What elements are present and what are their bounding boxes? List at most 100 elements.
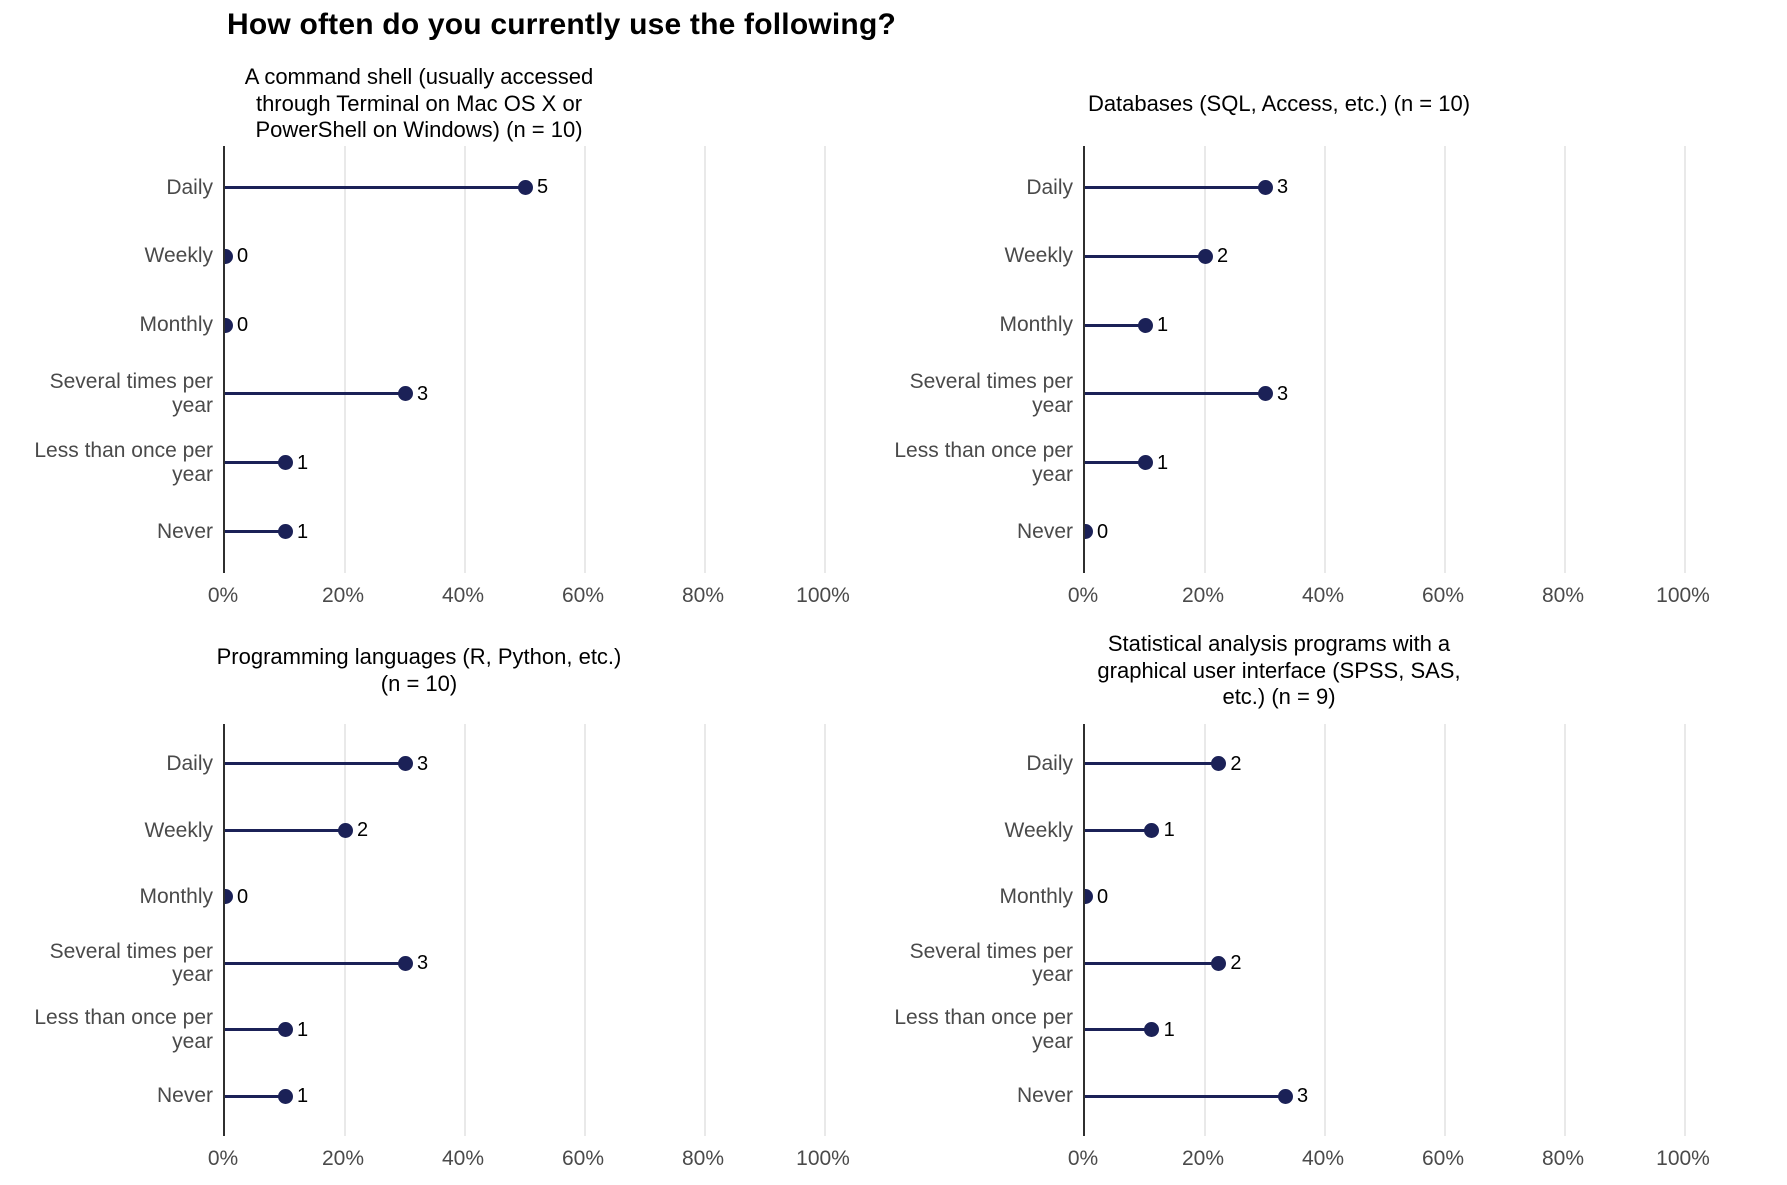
value-label: 3: [1277, 176, 1289, 199]
lollipop-dot: [517, 179, 533, 195]
value-label: 0: [1097, 885, 1109, 908]
gridline-80%: [703, 146, 707, 573]
x-tick-label: 80%: [681, 584, 725, 607]
lollipop-dot: [1144, 822, 1160, 838]
gridline-40%: [463, 146, 467, 573]
value-label: 1: [297, 1085, 309, 1108]
y-axis-label: Several times per year: [49, 370, 213, 417]
panel-title-line: etc.) (n = 9): [1222, 684, 1336, 710]
x-tick-label: 100%: [1656, 1147, 1710, 1170]
plot-area: 3 2 0 3 1 1: [223, 724, 829, 1136]
lollipop-dot: [397, 756, 413, 772]
value-label: 2: [1230, 952, 1242, 975]
y-axis-label: Several times per year: [909, 370, 1073, 417]
x-tick-label: 60%: [561, 584, 605, 607]
value-label: 1: [297, 520, 309, 543]
gridline-40%: [1323, 724, 1327, 1136]
panel-title: A command shell (usually accessed through…: [11, 62, 827, 146]
gridline-60%: [1443, 146, 1447, 573]
y-axis-label: Weekly: [1004, 244, 1073, 268]
lollipop-stem: [1085, 1028, 1152, 1032]
lollipop-stem: [1085, 1094, 1285, 1098]
x-tick-label: 80%: [1541, 584, 1585, 607]
gridline-80%: [1563, 724, 1567, 1136]
x-tick-label: 20%: [321, 584, 365, 607]
x-tick-label: 60%: [561, 1147, 605, 1170]
x-tick-label: 0%: [207, 1147, 239, 1170]
value-label: 3: [417, 382, 429, 405]
plot-area: 3 2 1 3 1 0: [1083, 146, 1689, 573]
chart-panel-3: Programming languages (R, Python, etc.)(…: [11, 618, 850, 1185]
panel-title-line: Databases (SQL, Access, etc.) (n = 10): [1087, 90, 1471, 116]
lollipop-dot: [277, 1022, 293, 1038]
lollipop-dot: [225, 317, 233, 333]
value-label: 1: [297, 1018, 309, 1041]
panel-title-line: PowerShell on Windows) (n = 10): [255, 117, 583, 143]
y-axis-label: Several times per year: [49, 939, 213, 987]
lollipop-dot: [1137, 317, 1153, 333]
lollipop-stem: [225, 392, 405, 396]
y-axis-label: Less than once per year: [34, 1006, 213, 1053]
value-label: 1: [1163, 1018, 1175, 1041]
x-tick-label: 60%: [1421, 584, 1465, 607]
x-tick-label: 60%: [1421, 1147, 1465, 1170]
lollipop-dot: [1197, 248, 1213, 264]
y-axis-labels: Daily Weekly Monthly Several times per year…: [11, 146, 213, 573]
value-label: 2: [1217, 245, 1229, 268]
panel-title: Programming languages (R, Python, etc.)(…: [11, 618, 827, 724]
y-axis-labels: Daily Weekly Monthly Several times per year…: [11, 724, 213, 1136]
lollipop-stem: [1085, 961, 1219, 965]
value-label: 3: [417, 952, 429, 975]
gridline-100%: [823, 146, 827, 573]
x-tick-label: 20%: [1181, 1147, 1225, 1170]
x-tick-label: 40%: [441, 584, 485, 607]
y-axis-label: Daily: [166, 175, 213, 199]
x-axis-ticks: 0% 20% 40% 60% 80% 100%: [1068, 583, 1710, 613]
gridline-100%: [823, 724, 827, 1136]
x-tick-label: 100%: [1656, 584, 1710, 607]
value-label: 2: [1230, 752, 1242, 775]
lollipop-stem: [225, 1028, 285, 1032]
lollipop-dot: [337, 822, 353, 838]
x-tick-label: 80%: [681, 1147, 725, 1170]
value-label: 0: [237, 245, 249, 268]
gridline-60%: [583, 146, 587, 573]
gridline-80%: [703, 724, 707, 1136]
lollipop-dot: [1257, 179, 1273, 195]
gridline-20%: [343, 146, 347, 573]
lollipop-dot: [397, 386, 413, 402]
y-axis-label: Never: [1016, 519, 1073, 543]
x-tick-label: 0%: [207, 584, 239, 607]
x-tick-label: 40%: [441, 1147, 485, 1170]
value-label: 0: [237, 314, 249, 337]
y-axis-label: Weekly: [144, 818, 213, 842]
value-label: 3: [1297, 1085, 1309, 1108]
y-axis-label: Never: [1016, 1084, 1073, 1108]
plot-area: 2 1 0 2 1 3: [1083, 724, 1689, 1136]
y-axis-labels: Daily Weekly Monthly Several times per year…: [871, 724, 1073, 1136]
lollipop-dot: [225, 889, 233, 905]
value-label: 3: [417, 752, 429, 775]
y-axis-label: Never: [156, 519, 213, 543]
x-tick-label: 0%: [1067, 1147, 1099, 1170]
lollipop-dot: [397, 955, 413, 971]
y-axis-label: Weekly: [1004, 818, 1073, 842]
lollipop-stem: [1085, 323, 1145, 327]
lollipop-stem: [225, 961, 405, 965]
x-tick-label: 40%: [1301, 1147, 1345, 1170]
gridline-100%: [1683, 724, 1687, 1136]
chart-panel-1: A command shell (usually accessed through…: [11, 62, 849, 623]
y-axis-label: Daily: [166, 752, 213, 776]
gridline-60%: [583, 724, 587, 1136]
y-axis-label: Less than once per year: [894, 1006, 1073, 1053]
gridline-100%: [1683, 146, 1687, 573]
x-axis-ticks: 0% 20% 40% 60% 80% 100%: [208, 1146, 850, 1176]
panel-title-line: graphical user interface (SPSS, SAS,: [1097, 657, 1461, 683]
y-axis-label: Less than once per year: [34, 439, 213, 486]
lollipop-dot: [225, 248, 233, 264]
lollipop-stem: [1085, 185, 1265, 189]
panel-title-line: Statistical analysis programs with a: [1107, 630, 1451, 656]
x-tick-label: 20%: [321, 1147, 365, 1170]
lollipop-dot: [277, 524, 293, 540]
